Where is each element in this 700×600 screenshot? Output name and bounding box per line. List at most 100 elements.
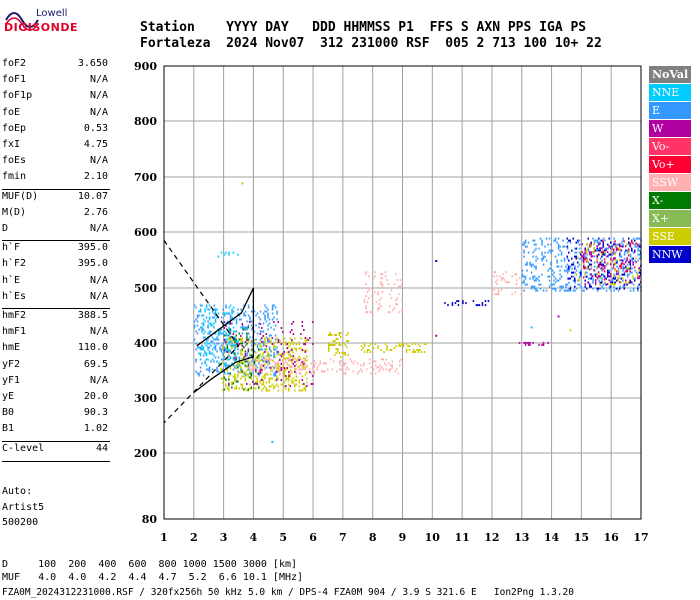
param-value: 4.75 [83, 139, 108, 150]
echo-point [599, 287, 602, 290]
echo-point [398, 311, 400, 314]
param-row: yF1 N/A [2, 375, 108, 391]
echo-point [199, 308, 202, 311]
echo-point [408, 345, 411, 347]
echo-point [583, 267, 585, 270]
echo-point [231, 347, 233, 350]
echo-point [279, 373, 281, 376]
echo-point [240, 335, 242, 337]
echo-point [601, 277, 603, 280]
echo-point [491, 287, 494, 290]
echo-point [204, 360, 206, 363]
echo-point [328, 348, 330, 350]
echo-point [241, 326, 244, 329]
echo-point [532, 275, 534, 278]
legend-item-e: E [649, 102, 691, 119]
echo-point [593, 255, 596, 258]
echo-point [274, 379, 277, 382]
echo-point [584, 285, 586, 288]
echo-point [228, 348, 230, 351]
echo-point [365, 295, 367, 298]
echo-point [636, 277, 639, 280]
echo-point [627, 248, 630, 251]
echo-point [360, 345, 363, 347]
echo-point [241, 362, 244, 365]
echo-point [515, 283, 518, 286]
echo-point [213, 308, 215, 311]
echo-point [219, 346, 221, 349]
echo-point [608, 275, 610, 278]
echo-point [571, 263, 573, 266]
echo-point [240, 351, 242, 354]
echo-point [574, 279, 576, 282]
echo-point [283, 375, 286, 378]
echo-point [405, 349, 408, 351]
echo-point [503, 279, 506, 282]
echo-point [389, 311, 391, 314]
echo-point [554, 289, 557, 292]
echo-point [571, 257, 573, 260]
echo-point [550, 243, 552, 246]
echo-point [598, 265, 600, 268]
echo-point [250, 320, 253, 323]
param-name: foEs [2, 155, 27, 167]
echo-point [589, 283, 591, 286]
echo-point [523, 281, 525, 284]
echo-point [222, 345, 224, 348]
echo-point [632, 263, 634, 266]
echo-point [298, 368, 300, 371]
echo-point [622, 245, 624, 248]
echo-point [481, 302, 484, 305]
param-value: N/A [89, 290, 108, 302]
echo-point [294, 337, 296, 340]
echo-point [210, 352, 212, 355]
echo-point [223, 388, 226, 391]
echo-point [629, 263, 631, 266]
echo-point [508, 281, 510, 284]
echo-point [584, 255, 587, 258]
echo-point [526, 269, 528, 272]
x-tick-label: 7 [339, 531, 347, 544]
echo-point [496, 283, 498, 286]
echo-point [599, 261, 601, 264]
echo-point [303, 363, 305, 365]
echo-point [381, 277, 384, 280]
echo-point [264, 366, 266, 369]
echo-point [264, 358, 266, 361]
echo-point [234, 348, 236, 351]
echo-point [286, 343, 289, 345]
y-tick-label: 800 [134, 115, 157, 128]
echo-point [335, 348, 337, 350]
legend-item-noval: NoVal [649, 66, 691, 83]
echo-point [294, 361, 296, 363]
echo-point [598, 253, 600, 256]
echo-point [231, 342, 233, 345]
echo-point [247, 332, 250, 335]
echo-point [223, 312, 226, 315]
param-value: 388.5 [77, 310, 108, 321]
echo-point [213, 346, 215, 349]
echo-point [253, 358, 255, 361]
echo-point [234, 336, 236, 339]
echo-point [280, 355, 283, 357]
echo-point [306, 377, 308, 380]
echo-point [294, 371, 296, 373]
echo-point [243, 304, 245, 307]
echo-point [270, 369, 272, 372]
echo-point [569, 239, 571, 242]
echo-point [381, 358, 383, 361]
echo-point [604, 239, 606, 242]
echo-point [229, 356, 232, 359]
echo-point [249, 362, 251, 365]
echo-point [582, 266, 585, 269]
echo-point [599, 257, 602, 260]
echo-point [258, 316, 260, 319]
echo-point [581, 259, 584, 262]
echo-point [340, 332, 342, 334]
echo-point [232, 326, 235, 329]
echo-point [292, 321, 295, 323]
echo-point [581, 251, 583, 254]
echo-point [207, 348, 209, 351]
echo-point [587, 249, 590, 252]
echo-point [267, 351, 269, 354]
